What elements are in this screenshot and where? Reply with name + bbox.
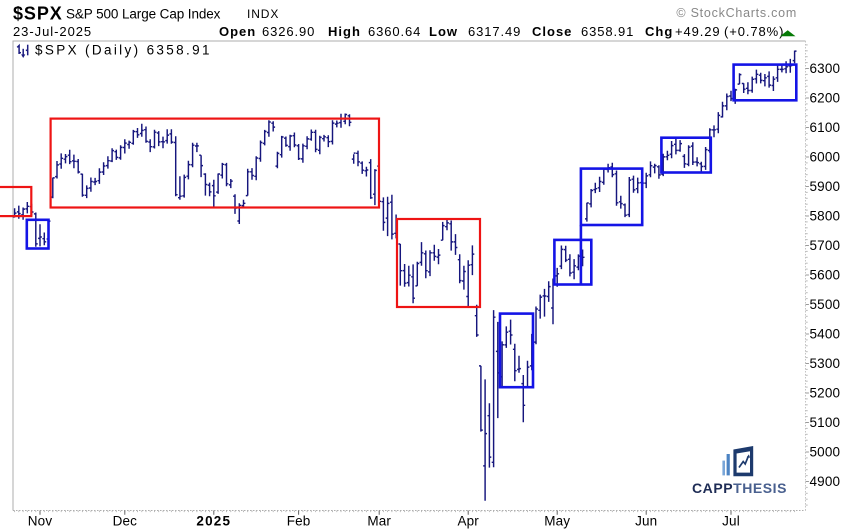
svg-text:S&P 500 Large Cap Index: S&P 500 Large Cap Index <box>66 7 221 22</box>
svg-text:$SPX: $SPX <box>13 4 63 24</box>
svg-text:6100: 6100 <box>810 120 841 135</box>
svg-text:5000: 5000 <box>810 445 841 460</box>
svg-text:$SPX (Daily) 6358.91: $SPX (Daily) 6358.91 <box>35 43 212 58</box>
svg-text:5100: 5100 <box>810 415 841 430</box>
svg-text:Jun: Jun <box>635 514 657 529</box>
svg-text:6358.91: 6358.91 <box>581 24 634 39</box>
svg-text:6317.49: 6317.49 <box>468 24 521 39</box>
svg-text:(+0.78%): (+0.78%) <box>724 24 784 39</box>
svg-text:5700: 5700 <box>810 238 841 253</box>
svg-text:Low: Low <box>429 24 458 39</box>
svg-text:5600: 5600 <box>810 268 841 283</box>
svg-text:5400: 5400 <box>810 327 841 342</box>
svg-text:6326.90: 6326.90 <box>262 24 315 39</box>
svg-text:Dec: Dec <box>113 514 138 529</box>
svg-text:Feb: Feb <box>287 514 311 529</box>
svg-text:6360.64: 6360.64 <box>368 24 421 39</box>
svg-text:+49.29: +49.29 <box>675 24 721 39</box>
svg-text:CAPPTHESIS: CAPPTHESIS <box>692 480 787 496</box>
svg-text:Apr: Apr <box>457 514 479 529</box>
svg-text:6000: 6000 <box>810 150 841 165</box>
svg-text:5500: 5500 <box>810 297 841 312</box>
svg-text:23-Jul-2025: 23-Jul-2025 <box>13 24 92 39</box>
svg-text:4900: 4900 <box>810 474 841 489</box>
svg-text:5800: 5800 <box>810 209 841 224</box>
svg-text:Open: Open <box>219 24 256 39</box>
svg-text:Chg: Chg <box>645 24 673 39</box>
svg-text:Mar: Mar <box>367 514 391 529</box>
svg-text:May: May <box>544 514 570 529</box>
svg-text:5200: 5200 <box>810 386 841 401</box>
svg-text:5900: 5900 <box>810 179 841 194</box>
svg-text:Close: Close <box>532 24 572 39</box>
svg-text:Jul: Jul <box>722 514 740 529</box>
svg-text:5300: 5300 <box>810 356 841 371</box>
svg-text:© StockCharts.com: © StockCharts.com <box>676 6 797 20</box>
svg-text:Nov: Nov <box>28 514 53 529</box>
svg-text:INDX: INDX <box>247 7 279 21</box>
svg-text:6200: 6200 <box>810 91 841 106</box>
svg-text:High: High <box>328 24 361 39</box>
svg-text:2025: 2025 <box>196 514 231 529</box>
svg-text:6300: 6300 <box>810 61 841 76</box>
